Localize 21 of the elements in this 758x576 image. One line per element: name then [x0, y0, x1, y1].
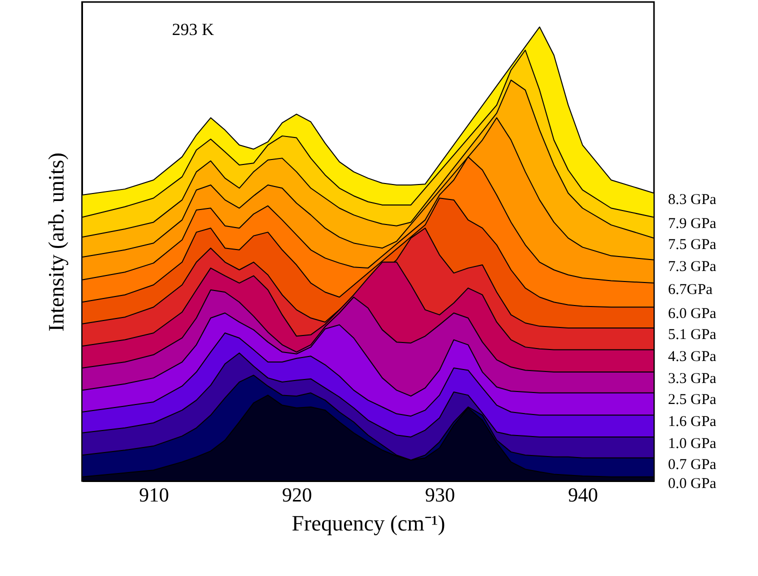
- y-axis-title: Intensity (arb. units): [44, 152, 68, 332]
- series-label: 1.6 GPa: [668, 414, 717, 430]
- series-label: 5.1 GPa: [668, 326, 717, 343]
- series-label: 0.0 GPa: [668, 476, 717, 492]
- series-label: 7.3 GPa: [668, 258, 717, 275]
- series-label: 0.7 GPa: [668, 456, 717, 473]
- annotation: 293 K: [172, 20, 215, 39]
- series-label: 7.5 GPa: [668, 237, 717, 254]
- series-label: 3.3 GPa: [668, 371, 717, 388]
- x-tick-label: 910: [139, 484, 169, 506]
- series-label: 1.0 GPa: [668, 436, 717, 452]
- series-label: 7.9 GPa: [668, 216, 717, 232]
- x-axis-title: Frequency (cm⁻¹): [292, 510, 446, 536]
- series-label: 8.3 GPa: [668, 192, 717, 208]
- series-label: 6.0 GPa: [668, 306, 717, 322]
- x-tick-label: 930: [425, 484, 455, 506]
- series-label: 4.3 GPa: [668, 348, 717, 365]
- x-tick-label: 920: [282, 484, 312, 506]
- series-label: 6.7GPa: [668, 282, 713, 298]
- series-label: 2.5 GPa: [668, 392, 717, 408]
- x-tick-label: 940: [568, 484, 598, 506]
